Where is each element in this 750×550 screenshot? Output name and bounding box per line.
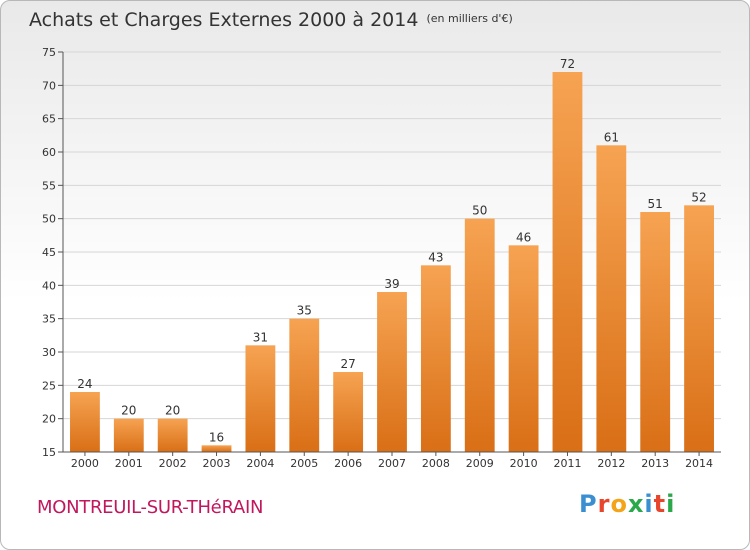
bar-value-label: 16 [209,430,224,444]
y-tick-label: 20 [42,413,56,426]
bars: 24 20 20 16 31 35 27 39 43 50 46 72 61 51 52 [70,57,714,453]
bar-value-label: 20 [121,404,136,418]
y-tick-label: 35 [42,313,56,326]
x-tick-label: 2012 [597,457,625,470]
bar-value-label: 24 [77,377,92,391]
bar-value-label: 20 [165,404,180,418]
x-tick-label: 2010 [510,457,538,470]
y-tick-label: 70 [42,79,56,92]
y-axis: 15 20 25 30 35 40 45 50 55 60 65 70 75 [42,46,64,459]
y-tick-label: 15 [42,446,56,459]
bar-value-label: 46 [516,230,531,244]
unit-label: (en milliers d'€) [426,12,513,25]
bar-value-label: 39 [384,277,399,291]
bar-2001 [113,418,144,452]
x-tick-label: 2004 [246,457,274,470]
bar-value-label: 72 [560,57,575,71]
bar-value-label: 31 [253,330,268,344]
logo-letter: r [597,490,611,518]
bar-2014 [684,205,714,452]
y-tick-label: 45 [42,246,56,259]
commune-name: MONTREUIL-SUR-THéRAIN [37,497,264,518]
x-tick-label: 2006 [334,457,362,470]
bar-2005 [289,318,320,452]
x-axis: 2000 2001 2002 2003 2004 2005 2006 2007 2008 2009… [63,451,721,470]
bar-2006 [333,372,364,452]
title-text: Achats et Charges Externes 2000 à 2014 [29,9,419,31]
x-tick-label: 2002 [159,457,187,470]
x-tick-label: 2000 [71,457,99,470]
logo-letter: i [644,490,654,518]
logo-letter: i [666,490,676,518]
bar-2012 [596,145,627,453]
bar-value-label: 43 [428,250,443,264]
x-tick-label: 2001 [115,457,143,470]
x-tick-label: 2003 [203,457,231,470]
bar-value-label: 35 [297,304,312,318]
x-tick-label: 2014 [685,457,713,470]
x-tick-label: 2007 [378,457,406,470]
bar-2009 [464,218,495,452]
proxiti-logo: Proxiti [579,490,675,518]
bar-2008 [420,265,451,452]
x-tick-label: 2008 [422,457,450,470]
bar-2010 [508,245,539,452]
y-tick-label: 65 [42,113,56,126]
bar-2004 [245,345,276,452]
logo-letter: o [610,490,628,518]
bar-value-label: 52 [691,190,706,204]
y-tick-label: 75 [42,46,56,59]
y-tick-label: 60 [42,146,56,159]
bar-2013 [640,212,671,452]
bar-2000 [70,392,100,452]
logo-letter: P [579,490,598,518]
bar-2007 [377,292,407,452]
y-tick-label: 30 [42,346,56,359]
x-tick-label: 2011 [553,457,581,470]
y-tick-label: 50 [42,213,56,226]
x-tick-label: 2005 [290,457,318,470]
bar-2011 [552,72,583,452]
bar-value-label: 51 [648,197,663,211]
x-tick-label: 2009 [466,457,494,470]
x-tick-label: 2013 [641,457,669,470]
logo-letter: t [653,490,667,518]
logo-letter: x [627,490,645,518]
y-tick-label: 25 [42,379,56,392]
bar-value-label: 27 [340,357,355,371]
bar-2002 [157,418,188,452]
bar-value-label: 50 [472,204,487,218]
bar-2003 [201,445,232,452]
y-tick-label: 55 [42,179,56,192]
y-tick-label: 40 [42,279,56,292]
chart-title: Achats et Charges Externes 2000 à 2014 (e… [29,9,513,31]
bar-value-label: 61 [604,130,619,144]
